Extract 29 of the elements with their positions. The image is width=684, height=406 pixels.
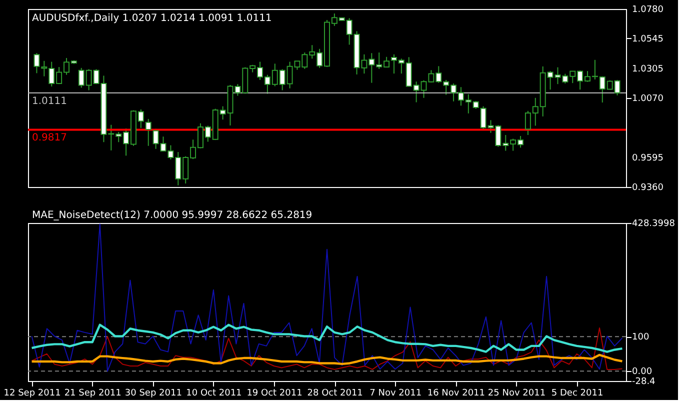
y-tick-label: 0.00 bbox=[632, 367, 652, 378]
y-tick-label: 0.9595 bbox=[632, 154, 664, 164]
line-series bbox=[30, 354, 624, 366]
line-series bbox=[31, 327, 623, 370]
x-tick-label: 28 Oct 2011 bbox=[307, 388, 363, 398]
chart-title: MAE_NoiseDetect(12) 7.0000 95.9997 28.6622 65.2819 bbox=[32, 210, 312, 221]
ref-line-label: 0.9817 bbox=[32, 132, 67, 144]
x-tick-label: 5 Dec 2011 bbox=[551, 388, 604, 398]
y-tick-label: 1.0780 bbox=[632, 5, 664, 15]
chart-title: AUDUSDfxf.,Daily 1.0207 1.0214 1.0091 1.0111 bbox=[32, 13, 272, 24]
x-tick-label: 10 Oct 2011 bbox=[186, 388, 242, 398]
x-tick-label: 16 Nov 2011 bbox=[427, 388, 486, 398]
x-tick-label: 12 Sep 2011 bbox=[4, 388, 61, 398]
x-tick-label: 7 Nov 2011 bbox=[370, 388, 422, 398]
y-tick-label: 1.0070 bbox=[632, 94, 664, 104]
y-tick-label: 0.9360 bbox=[632, 183, 664, 193]
y-tick-label: 100 bbox=[632, 332, 650, 343]
x-tick-label: 30 Sep 2011 bbox=[124, 388, 182, 398]
candlestick bbox=[145, 118, 152, 146]
line-series bbox=[31, 224, 623, 372]
line-series bbox=[30, 324, 624, 353]
x-tick-label: 25 Nov 2011 bbox=[488, 388, 546, 398]
y-tick-label: 428.3998 bbox=[632, 219, 676, 229]
y-tick-label: 1.0305 bbox=[632, 64, 664, 75]
y-tick-label: -28.4 bbox=[632, 377, 656, 387]
x-tick-label: 19 Oct 2011 bbox=[246, 388, 302, 398]
y-tick-label: 1.0545 bbox=[632, 34, 664, 44]
x-tick-label: 21 Sep 2011 bbox=[64, 388, 122, 398]
ref-line-label: 1.0111 bbox=[32, 96, 67, 107]
